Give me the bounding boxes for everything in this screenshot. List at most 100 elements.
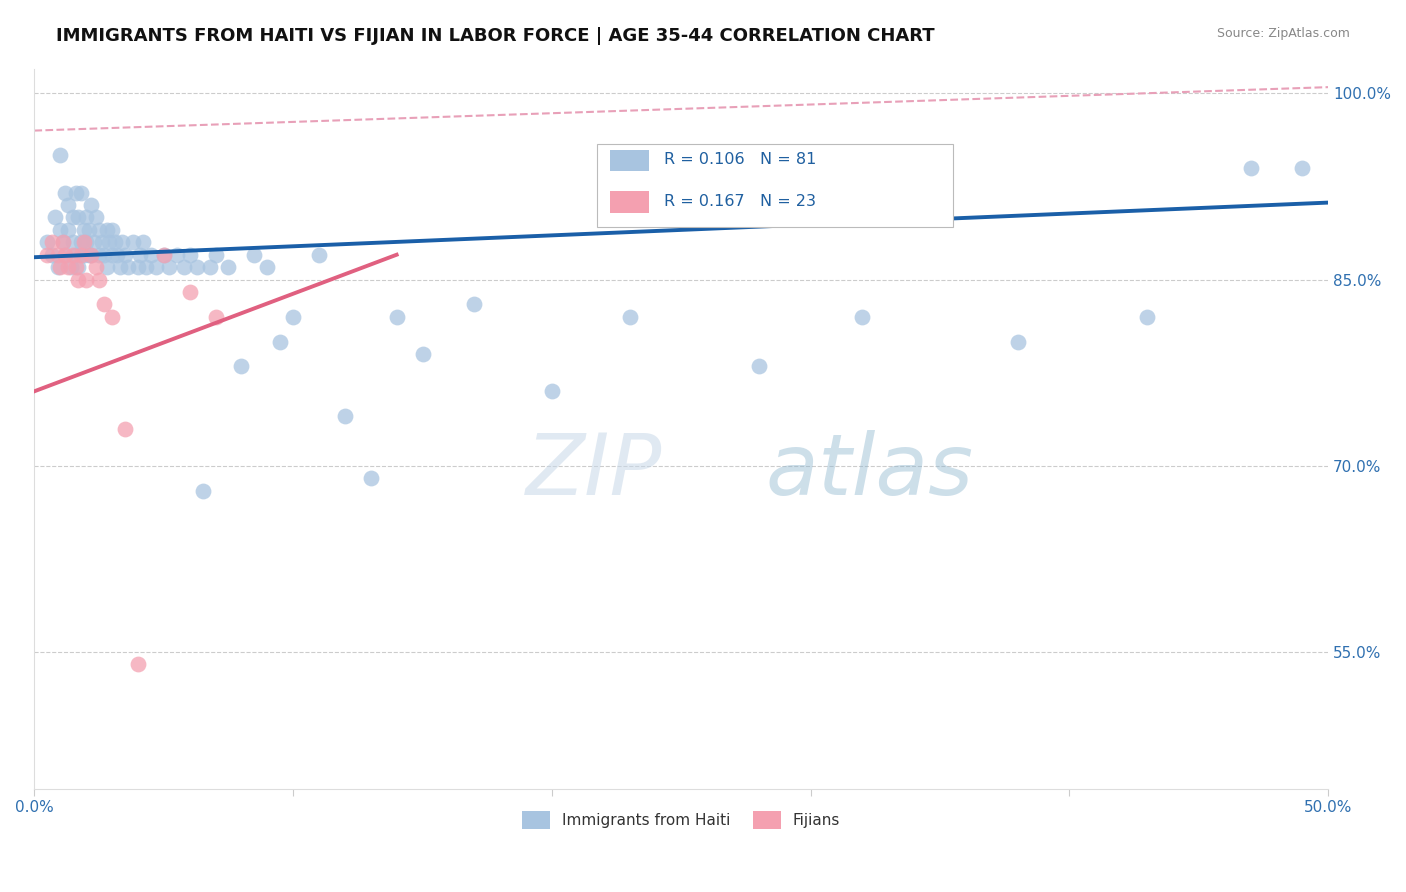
- Point: [463, 297, 485, 311]
- Point: [541, 384, 564, 399]
- Point: [281, 310, 304, 324]
- Point: [204, 248, 226, 262]
- Point: [200, 260, 222, 274]
- Point: [70, 248, 93, 262]
- Point: [44, 211, 66, 225]
- Point: [103, 235, 125, 250]
- Point: [37, 248, 59, 262]
- Point: [87, 272, 110, 286]
- Point: [101, 223, 124, 237]
- Point: [55, 186, 77, 200]
- Point: [80, 198, 103, 212]
- Point: [129, 248, 152, 262]
- Point: [72, 223, 94, 237]
- Point: [62, 248, 84, 262]
- Point: [55, 248, 77, 262]
- Point: [70, 235, 93, 250]
- Point: [72, 235, 94, 250]
- Point: [619, 310, 641, 324]
- Point: [385, 310, 408, 324]
- Point: [87, 223, 110, 237]
- Point: [1291, 161, 1313, 175]
- Point: [1239, 161, 1261, 175]
- Point: [186, 260, 208, 274]
- Point: [41, 248, 63, 262]
- Point: [62, 211, 84, 225]
- Point: [90, 235, 112, 250]
- Point: [139, 248, 162, 262]
- Point: [360, 471, 382, 485]
- Point: [77, 248, 100, 262]
- Point: [59, 260, 82, 274]
- Point: [157, 260, 180, 274]
- Point: [72, 248, 94, 262]
- Point: [56, 198, 79, 212]
- Point: [86, 211, 108, 225]
- Point: [173, 260, 195, 274]
- Point: [52, 235, 75, 250]
- Point: [80, 248, 103, 262]
- Point: [56, 260, 79, 274]
- Point: [114, 421, 136, 435]
- Point: [152, 248, 174, 262]
- Point: [204, 310, 226, 324]
- Point: [191, 483, 214, 498]
- Point: [308, 248, 330, 262]
- Point: [851, 310, 873, 324]
- Bar: [610, 191, 650, 212]
- Point: [37, 235, 59, 250]
- Point: [67, 260, 90, 274]
- Point: [121, 235, 143, 250]
- Point: [46, 260, 69, 274]
- Point: [96, 260, 118, 274]
- Point: [86, 260, 108, 274]
- Point: [217, 260, 239, 274]
- FancyBboxPatch shape: [598, 145, 953, 227]
- Point: [135, 260, 157, 274]
- Point: [117, 260, 139, 274]
- Point: [179, 285, 201, 299]
- Point: [67, 272, 90, 286]
- Point: [49, 223, 72, 237]
- Point: [75, 211, 97, 225]
- Point: [101, 310, 124, 324]
- Point: [108, 260, 131, 274]
- Point: [111, 235, 134, 250]
- Text: IMMIGRANTS FROM HAITI VS FIJIAN IN LABOR FORCE | AGE 35-44 CORRELATION CHART: IMMIGRANTS FROM HAITI VS FIJIAN IN LABOR…: [56, 27, 935, 45]
- Point: [96, 223, 118, 237]
- Point: [77, 223, 100, 237]
- Point: [93, 248, 115, 262]
- Point: [179, 248, 201, 262]
- Point: [80, 248, 103, 262]
- Point: [56, 223, 79, 237]
- Point: [114, 248, 136, 262]
- Point: [256, 260, 278, 274]
- Point: [1007, 334, 1029, 349]
- Point: [145, 260, 167, 274]
- Bar: [610, 150, 650, 171]
- Point: [132, 235, 155, 250]
- Point: [65, 248, 87, 262]
- Point: [127, 657, 149, 672]
- Point: [105, 248, 128, 262]
- Point: [65, 260, 87, 274]
- Point: [333, 409, 356, 423]
- Point: [231, 359, 253, 374]
- Point: [55, 248, 77, 262]
- Point: [152, 248, 174, 262]
- Point: [41, 235, 63, 250]
- Point: [75, 235, 97, 250]
- Point: [269, 334, 291, 349]
- Point: [87, 248, 110, 262]
- Point: [98, 235, 121, 250]
- Point: [46, 248, 69, 262]
- Point: [52, 235, 75, 250]
- Point: [83, 235, 105, 250]
- Point: [412, 347, 434, 361]
- Text: R = 0.106   N = 81: R = 0.106 N = 81: [665, 153, 817, 168]
- Point: [49, 260, 72, 274]
- Legend: Immigrants from Haiti, Fijians: Immigrants from Haiti, Fijians: [516, 805, 846, 835]
- Point: [67, 211, 90, 225]
- Point: [127, 260, 149, 274]
- Point: [748, 359, 770, 374]
